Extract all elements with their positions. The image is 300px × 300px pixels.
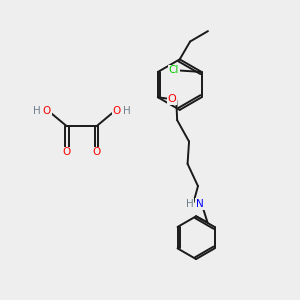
- Text: O: O: [92, 147, 101, 158]
- Text: O: O: [168, 94, 176, 104]
- Text: O: O: [42, 106, 51, 116]
- Text: H: H: [123, 106, 131, 116]
- Text: N: N: [196, 199, 204, 209]
- Text: H: H: [186, 199, 194, 209]
- Text: H: H: [33, 106, 40, 116]
- Text: O: O: [63, 147, 71, 158]
- Text: Cl: Cl: [169, 65, 179, 76]
- Text: O: O: [112, 106, 121, 116]
